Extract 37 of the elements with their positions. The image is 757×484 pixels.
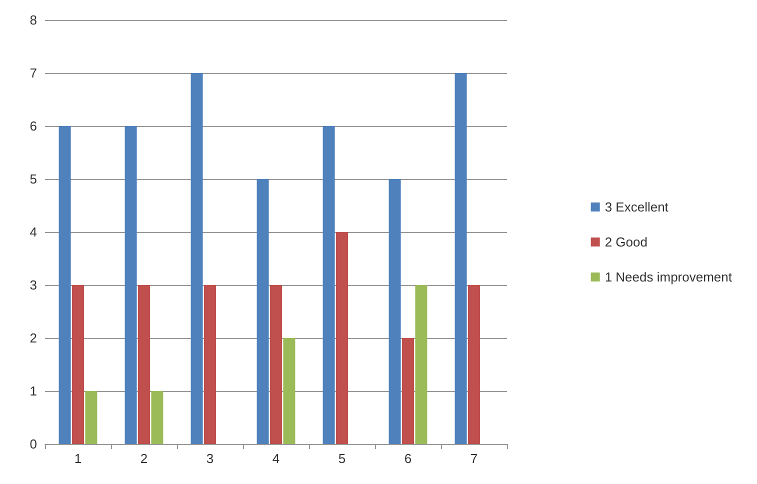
- legend-label: 1 Needs improvement: [604, 270, 732, 284]
- x-tick-label: 6: [404, 451, 412, 466]
- y-tick-label: 7: [30, 66, 37, 80]
- bar: [270, 285, 282, 444]
- bar: [124, 126, 137, 444]
- bar: [204, 285, 216, 444]
- y-tick-label: 2: [30, 330, 37, 346]
- y-tick-label: 4: [30, 224, 37, 240]
- bar: [388, 179, 401, 444]
- x-tick-label: 5: [338, 451, 346, 466]
- bar: [415, 285, 428, 444]
- bar: [322, 126, 335, 444]
- x-tick-label: 4: [272, 451, 280, 466]
- bar: [72, 285, 84, 444]
- bar: [138, 285, 150, 444]
- bar: [256, 179, 269, 444]
- bar: [468, 285, 480, 444]
- bar: [336, 232, 348, 444]
- y-tick-label: 3: [30, 278, 37, 292]
- x-tick-label: 7: [470, 451, 478, 466]
- bar: [190, 73, 203, 444]
- legend-label: 3 Excellent: [604, 200, 669, 214]
- bar: [85, 391, 98, 444]
- bar: [454, 73, 467, 444]
- bar: [151, 391, 164, 444]
- y-tick-label: 1: [30, 384, 37, 398]
- bar: [402, 338, 414, 444]
- y-tick-label: 8: [30, 12, 37, 28]
- bar: [283, 338, 296, 444]
- x-tick-label: 3: [206, 451, 214, 466]
- y-tick-label: 0: [30, 436, 37, 452]
- x-tick-label: 1: [74, 451, 82, 466]
- x-tick-label: 2: [140, 451, 148, 466]
- y-tick-label: 6: [30, 118, 37, 134]
- bar: [58, 126, 71, 444]
- y-tick-label: 5: [30, 172, 37, 186]
- legend-label: 2 Good: [604, 234, 648, 250]
